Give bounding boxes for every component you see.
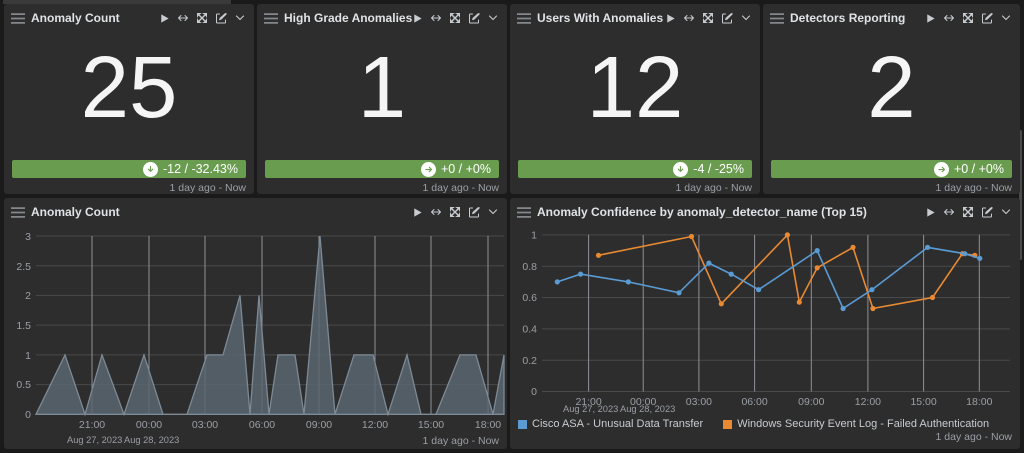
- svg-text:Aug 28, 2023: Aug 28, 2023: [620, 404, 675, 414]
- svg-text:Aug 28, 2023: Aug 28, 2023: [124, 435, 179, 445]
- svg-text:06:00: 06:00: [249, 419, 275, 431]
- svg-text:03:00: 03:00: [192, 419, 218, 431]
- svg-text:3: 3: [25, 231, 31, 243]
- svg-text:15:00: 15:00: [418, 419, 444, 431]
- svg-text:09:00: 09:00: [798, 396, 824, 408]
- svg-text:21:00: 21:00: [79, 419, 105, 431]
- svg-text:0.5: 0.5: [16, 379, 31, 391]
- svg-text:1: 1: [531, 230, 537, 242]
- svg-text:03:00: 03:00: [686, 396, 712, 408]
- svg-text:06:00: 06:00: [741, 396, 767, 408]
- svg-text:1.5: 1.5: [16, 320, 31, 332]
- svg-text:09:00: 09:00: [306, 419, 332, 431]
- svg-text:2: 2: [25, 290, 31, 302]
- svg-text:18:00: 18:00: [966, 396, 992, 408]
- svg-text:0.4: 0.4: [522, 324, 537, 336]
- svg-text:Aug 27, 2023: Aug 27, 2023: [563, 404, 618, 414]
- svg-text:1: 1: [25, 350, 31, 362]
- svg-text:18:00: 18:00: [475, 419, 501, 431]
- svg-text:00:00: 00:00: [136, 419, 162, 431]
- svg-text:12:00: 12:00: [362, 419, 388, 431]
- svg-text:Aug 27, 2023: Aug 27, 2023: [67, 435, 122, 445]
- svg-text:0: 0: [531, 386, 537, 398]
- svg-text:2.5: 2.5: [16, 261, 31, 273]
- svg-text:12:00: 12:00: [855, 396, 881, 408]
- svg-text:15:00: 15:00: [910, 396, 936, 408]
- svg-text:0.2: 0.2: [522, 355, 537, 367]
- svg-text:0.6: 0.6: [522, 292, 537, 304]
- svg-text:0: 0: [25, 409, 31, 421]
- svg-text:0.8: 0.8: [522, 261, 537, 273]
